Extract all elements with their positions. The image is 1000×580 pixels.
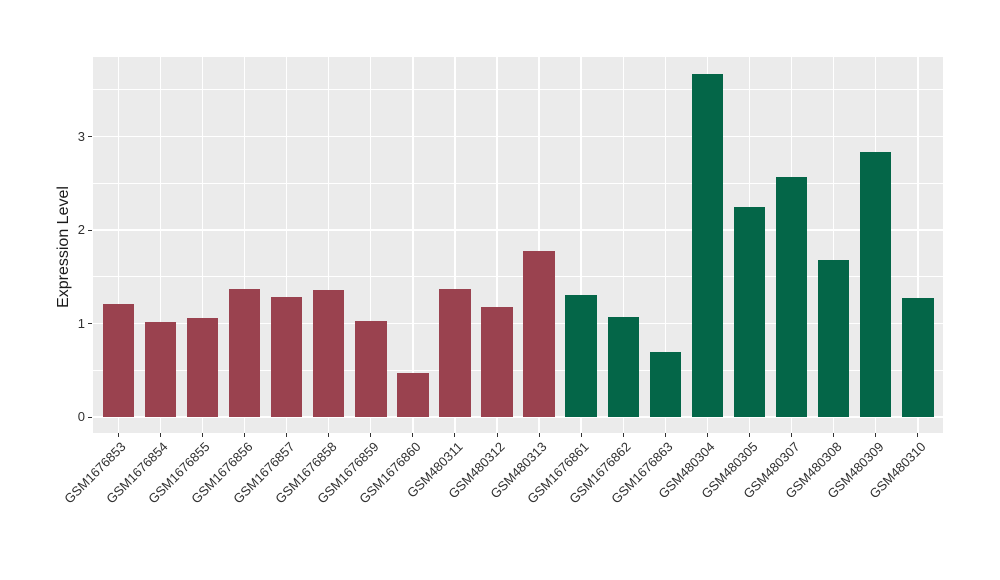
x-tick [622,433,624,437]
x-tick [791,433,793,437]
y-tick-label: 2 [77,222,85,237]
gridline-minor-y [93,182,943,184]
y-tick-label: 1 [77,315,85,331]
gridline-x [832,57,835,433]
bar-GSM1676858 [312,289,345,417]
gridline-major-y [93,229,943,231]
y-tick [88,229,92,231]
bar-GSM1676859 [355,320,387,417]
bar-GSM1676853 [102,303,135,417]
gridline-minor-y [93,89,943,91]
gridline-major-y [93,135,943,138]
gridline-x [917,57,919,433]
gridline-x [159,57,162,433]
gridline-major-y [93,416,943,418]
bar-GSM1676863 [649,351,682,417]
gridline-x [664,57,667,433]
x-tick [117,433,119,437]
bar-GSM1676861 [565,294,597,417]
x-tick [370,433,372,437]
x-tick [244,433,246,437]
y-tick-label: 0 [77,409,85,424]
bar-GSM480310 [902,298,934,417]
x-tick [454,433,456,437]
gridline-x [117,57,119,433]
gridline-x [454,57,456,433]
bar-GSM480312 [481,306,513,417]
x-tick [201,433,203,437]
bar-GSM480308 [817,259,850,417]
y-tick [88,416,92,418]
x-tick [833,433,835,437]
x-tick-label: GSM480310 [866,439,929,502]
gridline-x [496,57,498,433]
gridline-x [328,57,330,433]
x-tick [286,433,288,437]
x-tick [875,433,877,437]
gridline-x [370,57,372,433]
x-tick [917,433,919,437]
gridline-x [412,57,414,433]
y-axis-title: Expression Level [55,186,72,308]
bar-GSM480311 [439,288,471,417]
x-tick [159,433,161,437]
x-tick [706,433,708,437]
bar-GSM1676860 [397,373,429,417]
gridline-major-y [93,322,943,325]
plot-panel [93,57,943,433]
bar-GSM480313 [523,250,555,417]
x-tick [496,433,498,437]
bar-GSM1676855 [186,317,219,417]
x-tick [664,433,666,437]
gridline-x [243,57,246,433]
x-tick [412,433,414,437]
gridline-x [622,57,624,433]
gridline-x [538,57,540,433]
bar-GSM1676862 [607,316,639,417]
x-tick [328,433,330,437]
y-tick-label: 3 [77,128,85,144]
bar-GSM480307 [775,176,808,417]
bar-GSM480309 [859,152,892,417]
gridline-x [580,57,582,433]
gridline-minor-y [93,276,943,278]
x-tick [749,433,750,437]
x-tick [580,433,582,437]
bar-GSM1676854 [144,321,177,417]
y-tick [88,136,92,137]
bar-GSM1676857 [270,297,303,417]
gridline-x [201,57,204,433]
y-tick [88,323,92,324]
bar-GSM480304 [691,73,724,417]
gridline-x [285,57,288,433]
x-tick [538,433,540,437]
bar-GSM1676856 [228,288,261,417]
bar-GSM480305 [733,206,766,417]
gridline-minor-y [93,369,943,371]
